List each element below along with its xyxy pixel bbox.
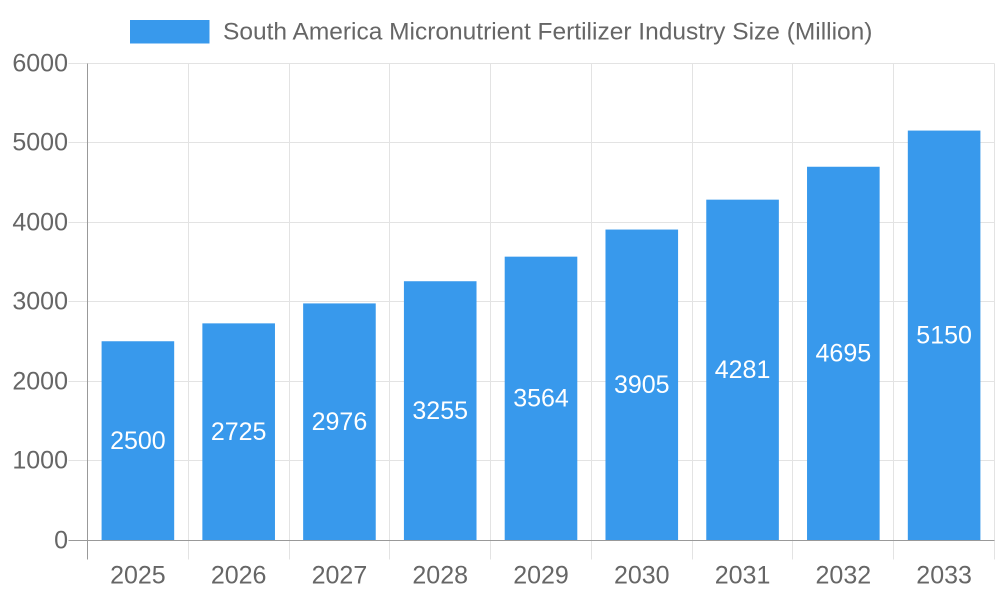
svg-text:2031: 2031 bbox=[715, 561, 771, 589]
svg-text:2026: 2026 bbox=[211, 561, 267, 589]
svg-text:2032: 2032 bbox=[816, 561, 872, 589]
svg-text:2725: 2725 bbox=[211, 418, 267, 446]
svg-text:2033: 2033 bbox=[916, 561, 972, 589]
svg-text:2976: 2976 bbox=[312, 408, 368, 436]
svg-text:2028: 2028 bbox=[412, 561, 468, 589]
svg-text:3000: 3000 bbox=[12, 288, 68, 316]
svg-text:2025: 2025 bbox=[110, 561, 166, 589]
svg-text:3255: 3255 bbox=[412, 397, 468, 425]
svg-text:6000: 6000 bbox=[12, 50, 68, 78]
svg-text:2500: 2500 bbox=[110, 427, 166, 455]
svg-text:2000: 2000 bbox=[12, 368, 68, 396]
svg-text:1000: 1000 bbox=[12, 447, 68, 475]
svg-text:5150: 5150 bbox=[916, 321, 972, 349]
svg-text:South America Micronutrient Fe: South America Micronutrient Fertilizer I… bbox=[223, 18, 872, 45]
svg-text:3564: 3564 bbox=[513, 385, 569, 413]
svg-text:2030: 2030 bbox=[614, 561, 670, 589]
svg-text:0: 0 bbox=[54, 527, 68, 555]
svg-text:3905: 3905 bbox=[614, 371, 670, 399]
svg-text:4281: 4281 bbox=[715, 356, 771, 384]
svg-text:4000: 4000 bbox=[12, 209, 68, 237]
svg-text:4695: 4695 bbox=[816, 340, 872, 368]
svg-text:5000: 5000 bbox=[12, 129, 68, 157]
svg-text:2029: 2029 bbox=[513, 561, 569, 589]
svg-text:2027: 2027 bbox=[312, 561, 368, 589]
